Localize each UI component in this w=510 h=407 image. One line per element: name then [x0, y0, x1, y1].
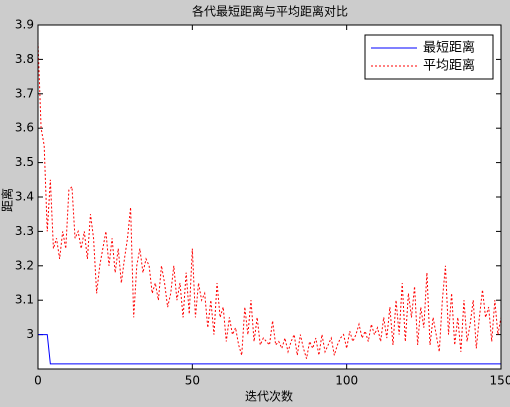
y-tick-label: 3 [26, 327, 34, 341]
legend-label: 平均距离 [423, 58, 475, 74]
y-tick-label: 3.7 [15, 86, 34, 100]
y-tick-label: 3.8 [15, 52, 34, 66]
x-tick-label: 100 [335, 374, 358, 388]
axes-frame [37, 24, 502, 370]
y-tick-label: 3.2 [15, 258, 34, 272]
x-tick-label: 50 [185, 374, 200, 388]
series-group [37, 42, 502, 365]
series-line [38, 334, 501, 365]
series-line [37, 42, 502, 359]
y-tick-label: 3.3 [15, 224, 34, 238]
x-tick-label: 150 [490, 374, 510, 388]
y-tick-label: 3.4 [15, 190, 34, 204]
y-axis-label: 距离 [0, 188, 15, 212]
x-tick-label: 0 [34, 374, 42, 388]
y-tick-label: 3.1 [15, 293, 34, 307]
legend-label: 最短距离 [423, 40, 475, 56]
legend-box [364, 34, 494, 80]
x-axis-label: 迭代次数 [245, 389, 293, 404]
y-tick-label: 3.9 [15, 18, 34, 32]
y-tick-label: 3.6 [15, 121, 34, 135]
chart-title: 各代最短距离与平均距离对比 [192, 4, 348, 19]
plot-area [38, 25, 501, 369]
y-tick-label: 3.5 [15, 155, 34, 169]
